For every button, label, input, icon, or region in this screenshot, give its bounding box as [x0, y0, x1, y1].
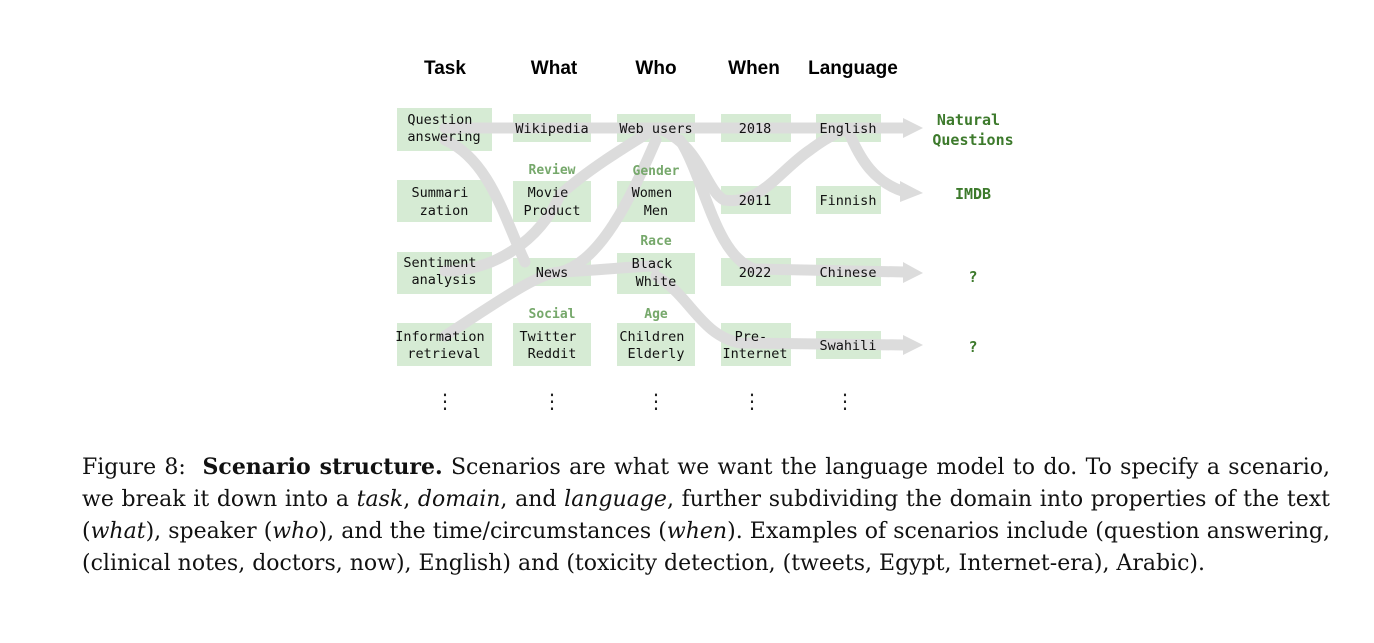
caption-text: , further subdividing the domain into pr…	[82, 487, 1330, 544]
caption-term-domain: domain	[417, 487, 501, 512]
caption-prefix: Figure 8:	[82, 455, 186, 480]
who-gender-label: Gender	[633, 164, 680, 179]
who-web-users: Web users	[619, 121, 692, 137]
ellipsis-task: ⋮	[435, 389, 455, 413]
what-social-label: Social	[529, 307, 576, 322]
header-language: Language	[808, 58, 898, 79]
caption-text: Scenarios are what we want the language …	[82, 455, 1330, 512]
when-2011: 2011	[739, 193, 772, 209]
caption-text: ), speaker (	[145, 519, 273, 544]
who-race-label: Race	[640, 234, 671, 249]
language-chinese: Chinese	[820, 265, 877, 281]
caption-text: , and	[500, 487, 565, 512]
what-news: News	[536, 265, 569, 281]
output-natural-questions: Natural Questions	[932, 111, 1013, 149]
caption-text: ,	[403, 487, 418, 512]
ellipsis-when: ⋮	[742, 389, 762, 413]
language-finnish: Finnish	[820, 193, 877, 209]
what-wikipedia: Wikipedia	[515, 121, 588, 137]
language-swahili: Swahili	[820, 338, 877, 354]
who-race: Black White	[632, 256, 681, 290]
task-sentiment-analysis: Sentiment analysis	[403, 255, 484, 288]
header-when: When	[728, 58, 780, 79]
when-pre-internet: Pre- Internet	[722, 329, 787, 362]
language-english: English	[820, 121, 877, 137]
when-2018: 2018	[739, 121, 772, 137]
task-information-retrieval: Information retrieval	[395, 329, 493, 362]
who-age-label: Age	[644, 307, 668, 322]
output-unknown-1: ?	[968, 268, 977, 286]
header-what: What	[531, 58, 578, 79]
caption-term-what: what	[90, 519, 146, 544]
task-question-answering: Question answering	[407, 112, 480, 145]
header-task: Task	[424, 58, 466, 79]
what-review: Movie Product	[524, 185, 581, 219]
task-summarization: Summari zation	[411, 185, 476, 219]
caption-term-when: when	[666, 519, 728, 544]
caption-term-task: task	[356, 487, 404, 512]
figure-caption: Figure 8: Scenario structure. Scenarios …	[82, 451, 1330, 580]
caption-term-language: language	[564, 487, 667, 512]
caption-text: ). Examples of scenarios include (questi…	[82, 519, 1330, 576]
who-age: Children Elderly	[619, 329, 692, 362]
ellipsis-who: ⋮	[646, 389, 666, 413]
flow-paths	[439, 118, 923, 355]
caption-title: Scenario structure.	[202, 454, 443, 480]
scenario-structure-figure: Task What Who When Language	[395, 58, 1013, 413]
ellipsis-language: ⋮	[835, 389, 855, 413]
ellipsis-what: ⋮	[542, 389, 562, 413]
output-imdb: IMDB	[955, 185, 991, 203]
output-unknown-2: ?	[968, 338, 977, 356]
when-2022: 2022	[739, 265, 772, 281]
who-gender: Women Men	[632, 185, 681, 219]
what-social: Twitter Reddit	[519, 329, 584, 362]
header-who: Who	[635, 58, 676, 79]
what-review-label: Review	[529, 163, 576, 178]
caption-text: ), and the time/circumstances (	[318, 519, 667, 544]
caption-term-who: who	[272, 519, 319, 544]
